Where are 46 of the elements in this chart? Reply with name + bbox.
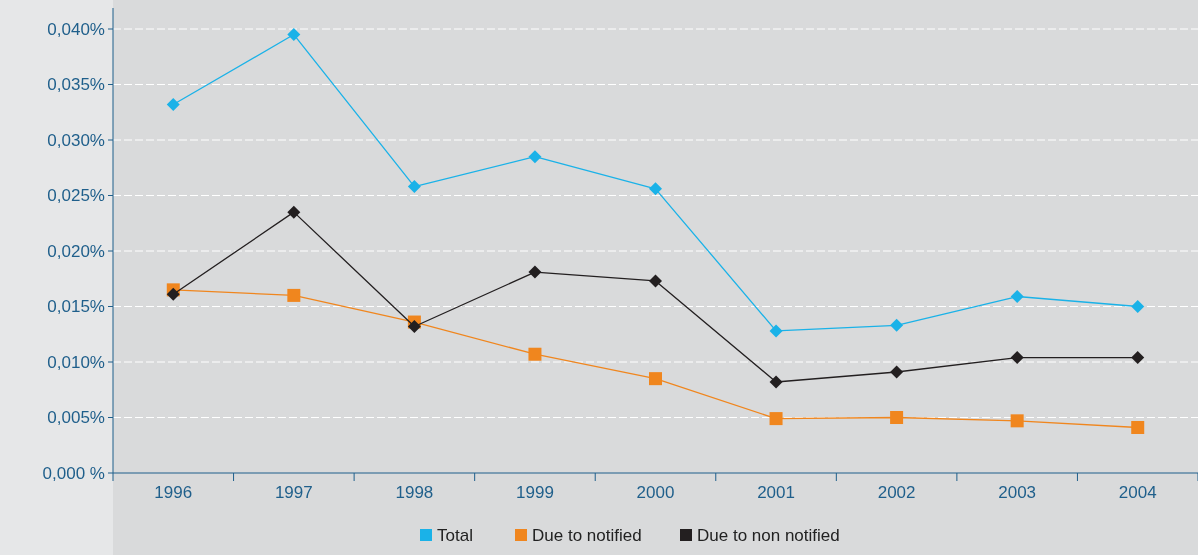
point [1010,290,1024,304]
point [407,319,421,333]
point [649,372,662,386]
x-tick-label: 2002 [877,483,916,502]
point [287,28,301,42]
point [166,97,180,111]
y-tick-label: 0,030% [47,130,105,150]
point [287,205,301,219]
point [890,365,904,379]
x-tick-label: 2003 [998,483,1037,502]
y-tick-label: 0,035% [47,75,105,95]
point [528,265,542,279]
x-tick-label: 2000 [636,483,675,502]
y-tick-label: 0,005% [47,408,105,428]
point [407,180,421,194]
x-tick-label: 1999 [516,483,554,502]
y-tick-label: 0,040% [47,19,105,39]
legend-label: Total [437,526,473,545]
point [1010,351,1024,365]
x-tick-label: 2001 [757,483,795,502]
y-tick-label: 0,010% [47,352,105,372]
point [1131,351,1145,365]
y-tick-label: 0,025% [47,186,105,206]
legend-label: Due to notified [532,526,642,545]
point [166,287,180,301]
legend-label: Due to non notified [697,526,840,545]
x-tick-label: 1997 [274,483,313,502]
point [287,288,301,302]
point [769,412,783,426]
point [528,347,542,361]
point [1010,414,1024,428]
point [528,150,542,164]
y-tick-label: 0,020% [47,241,105,261]
point [769,375,783,389]
point [890,411,904,424]
x-tick-label: 1996 [154,483,193,502]
y-tick-label: 0,000 % [42,463,105,483]
point [769,324,783,338]
point [890,318,904,332]
y-tick-label: 0,015% [47,297,105,317]
point [649,274,662,288]
point [1131,420,1145,434]
point [649,182,662,196]
x-tick-label: 1998 [395,483,434,502]
point [1131,300,1145,313]
x-tick-label: 2004 [1118,483,1157,502]
